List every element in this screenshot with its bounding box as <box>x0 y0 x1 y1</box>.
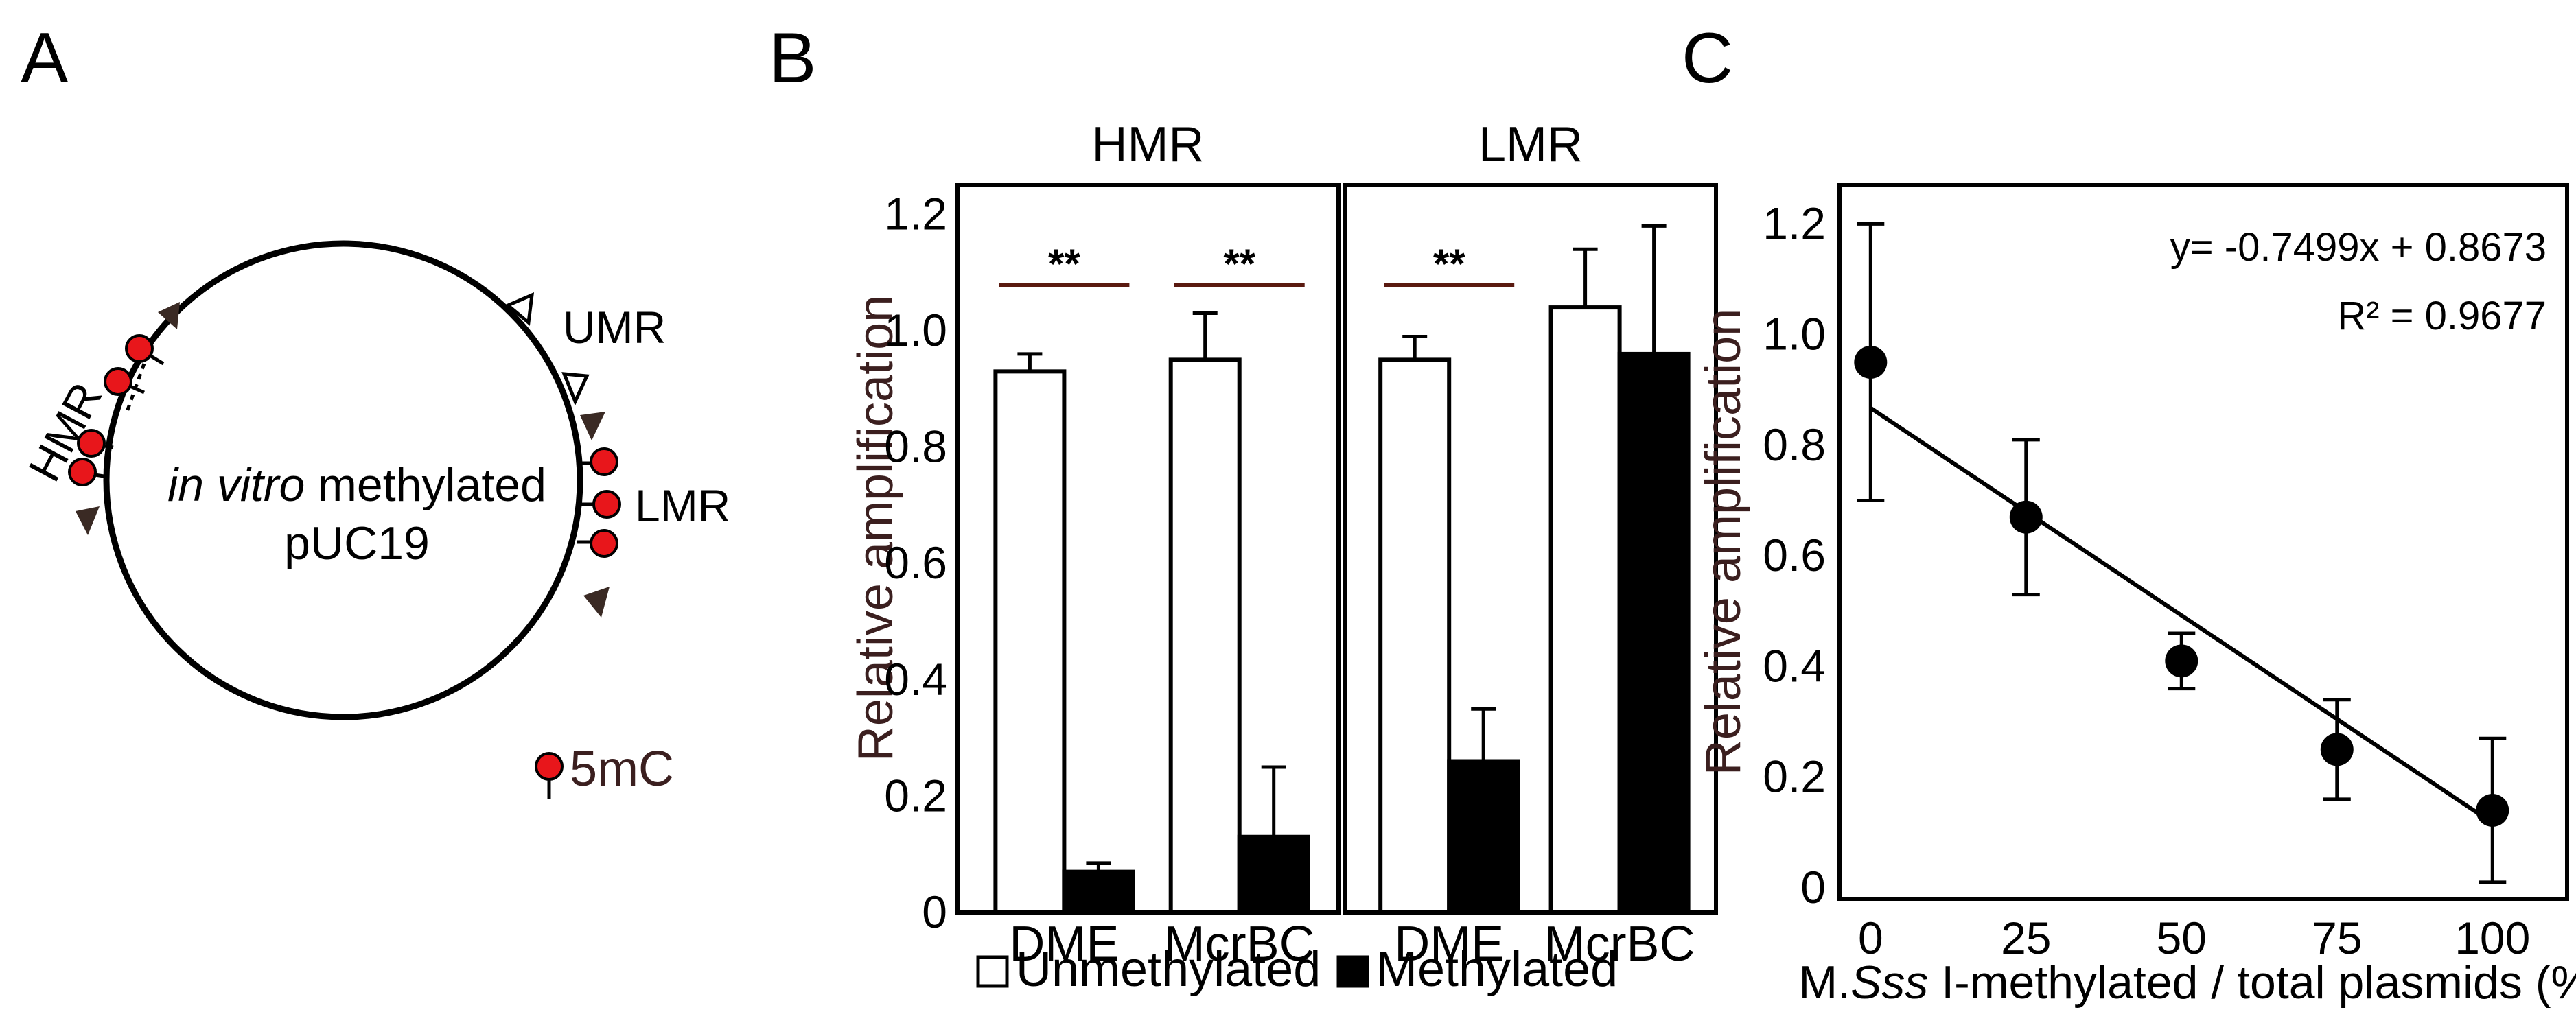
panel-c-scatter-chart: Relative amplification M.Sss I-methylate… <box>1696 183 2576 1009</box>
methyl-dot-icon <box>68 458 97 486</box>
x-tick-label: 75 <box>2312 913 2362 963</box>
panel-label-b: B <box>769 19 816 98</box>
plasmid-label-line1: in vitro methylated <box>167 459 546 511</box>
significance-label: ** <box>1223 241 1255 287</box>
legend-5mc-label: 5mC <box>570 742 674 797</box>
bar-methylated <box>1617 351 1691 915</box>
primer-open-triangle-icon <box>504 292 535 326</box>
panel-a-diagram: in vitro methylated pUC19 HMR UMR LMR <box>19 240 730 799</box>
methyl-dot-icon <box>535 752 564 781</box>
bar-methylated <box>1237 834 1310 915</box>
panel-b-y-ticks: 0 0.2 0.4 0.6 0.8 1.0 1.2 <box>884 188 947 937</box>
x-tick-label: 0 <box>1858 913 1883 963</box>
significance-label: ** <box>1048 241 1080 287</box>
panel-c-ylabel: Relative amplification <box>1696 309 1751 775</box>
panel-c-marks <box>1854 222 2509 884</box>
bar-unmethylated <box>1548 305 1622 915</box>
bar-unmethylated <box>1378 357 1452 915</box>
methyl-dot-icon <box>590 529 618 558</box>
legend-label-methylated: Methylated <box>1376 942 1618 997</box>
lmr-methyl-sites <box>577 447 621 558</box>
facet-frame <box>1343 183 1718 915</box>
primer-triangle-icon <box>583 587 610 618</box>
y-tick-label: 0.6 <box>1763 530 1826 580</box>
x-tick-label: 25 <box>2001 913 2051 963</box>
regression-equation: y= -0.7499x + 0.8673 <box>2170 225 2546 270</box>
x-tick-label: DME <box>1394 917 1504 972</box>
panel-b-facets: HMR DME ** McrBC ** LMR DME ** McrBC <box>955 117 1718 972</box>
legend-swatch-methylated <box>1336 955 1369 988</box>
x-tick-label: McrBC <box>1544 917 1695 972</box>
facet-title: HMR <box>1092 117 1205 172</box>
facet-title: LMR <box>1478 117 1583 172</box>
x-tick-label: 100 <box>2455 913 2530 963</box>
panel-b-ylabel: Relative amplification <box>848 295 903 762</box>
methyl-dot-icon <box>590 447 618 476</box>
y-tick-label: 0.4 <box>1763 640 1826 691</box>
panel-label-a: A <box>21 19 69 98</box>
primer-open-triangle-icon <box>561 372 590 406</box>
legend-swatch-unmethylated <box>976 955 1009 988</box>
data-point <box>2165 644 2198 678</box>
significance-label: ** <box>1433 241 1465 287</box>
regression-line <box>1869 406 2494 825</box>
region-label-lmr: LMR <box>635 480 730 531</box>
methyl-dot-icon <box>125 334 154 363</box>
y-tick-label: 0.4 <box>884 654 947 705</box>
bar-methylated <box>1062 869 1135 915</box>
facet-frame <box>955 183 1341 915</box>
y-tick-label: 1.0 <box>1763 309 1826 360</box>
data-point <box>1854 345 1888 379</box>
panel-b-bar-chart: Relative amplification 0 0.2 0.4 0.6 0.8 1.0 1… <box>848 117 1718 997</box>
y-tick-label: 0.8 <box>1763 419 1826 470</box>
facet-lmr: LMR DME ** McrBC <box>1343 117 1718 972</box>
x-tick-label: McrBC <box>1164 917 1315 972</box>
hmr-methyl-sites <box>68 334 165 486</box>
y-tick-label: 0 <box>922 886 947 937</box>
y-tick-label: 1.2 <box>1763 198 1826 248</box>
y-tick-label: 0.2 <box>1763 751 1826 802</box>
panel-c-plot-frame <box>1837 183 2569 901</box>
primer-triangle-icon <box>158 302 180 329</box>
panel-c-xlabel: M.Sss I-methylated / total plasmids (%) <box>1798 956 2576 1009</box>
region-label-umr: UMR <box>563 302 666 353</box>
facet-hmr: HMR DME ** McrBC ** <box>955 117 1341 972</box>
methyl-dot-icon <box>592 490 621 519</box>
y-tick-label: 0.8 <box>884 421 947 472</box>
y-tick-label: 1.2 <box>884 188 947 239</box>
plasmid-circle <box>103 240 583 720</box>
y-tick-label: 0.2 <box>884 770 947 821</box>
panel-label-c: C <box>1682 19 1733 98</box>
data-point <box>2009 500 2043 534</box>
bar-unmethylated <box>993 369 1067 915</box>
y-tick-label: 0.6 <box>884 537 947 588</box>
x-tick-label: DME <box>1009 917 1119 972</box>
x-tick-label: 50 <box>2157 913 2207 963</box>
bar-unmethylated <box>1168 357 1242 915</box>
panel-c-ticks: 0 0.2 0.4 0.6 0.8 1.0 1.2 0 25 50 75 100 <box>1763 198 2530 963</box>
primer-triangle-icon <box>580 412 605 440</box>
legend-5mc: 5mC <box>535 742 674 799</box>
primer-triangle-icon <box>76 506 100 535</box>
y-tick-label: 0 <box>1800 862 1826 913</box>
plasmid-label-line2: pUC19 <box>284 517 430 569</box>
methyl-dot-icon <box>104 367 132 396</box>
panel-b-legend: Unmethylated Methylated <box>976 942 1618 997</box>
data-point <box>2476 794 2509 827</box>
data-point <box>2320 733 2354 766</box>
methyl-dot-icon <box>77 429 106 458</box>
legend-label-unmethylated: Unmethylated <box>1016 942 1321 997</box>
y-tick-label: 1.0 <box>884 305 947 355</box>
bar-methylated <box>1447 759 1520 915</box>
r-squared: R² = 0.9677 <box>2337 294 2546 338</box>
